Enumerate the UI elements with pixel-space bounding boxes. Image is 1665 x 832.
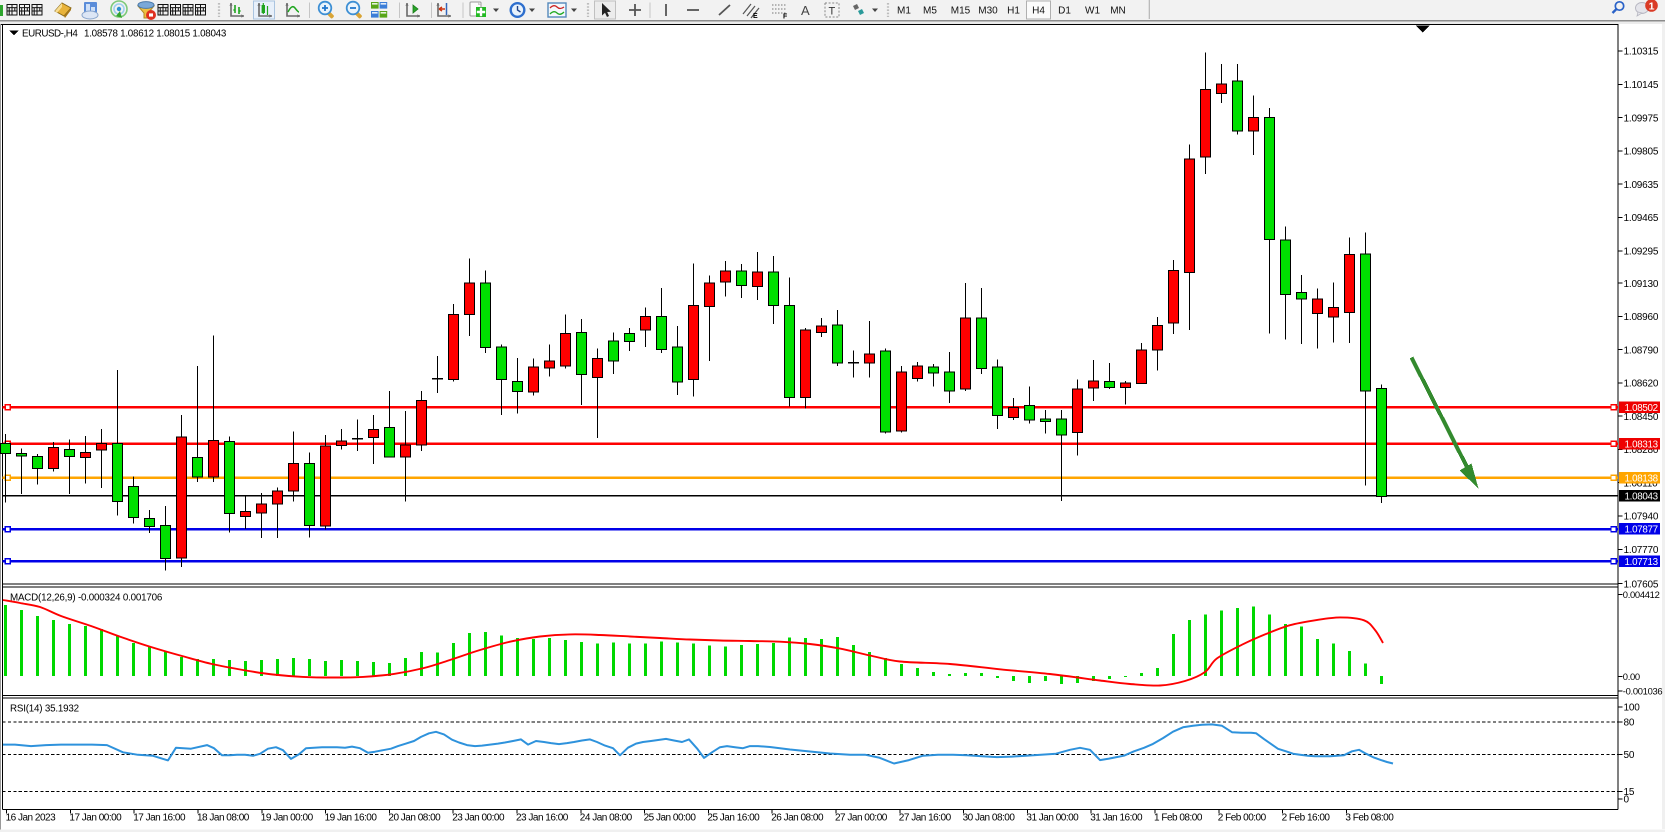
svg-text:1.09465: 1.09465	[1624, 213, 1659, 224]
svg-text:1.09295: 1.09295	[1624, 247, 1659, 258]
svg-text:D1: D1	[1058, 6, 1071, 17]
svg-text:19 Jan 00:00: 19 Jan 00:00	[261, 813, 314, 824]
svg-text:23 Jan 00:00: 23 Jan 00:00	[452, 813, 505, 824]
svg-text:RSI(14) 35.1932: RSI(14) 35.1932	[10, 704, 79, 715]
svg-text:0.004412: 0.004412	[1623, 589, 1660, 600]
svg-text:2 Feb 00:00: 2 Feb 00:00	[1218, 813, 1267, 824]
svg-text:1.08790: 1.08790	[1624, 345, 1659, 356]
svg-text:50: 50	[1624, 750, 1635, 761]
svg-text:1.08138: 1.08138	[1625, 473, 1659, 484]
svg-text:F: F	[783, 14, 788, 21]
svg-text:1.10315: 1.10315	[1624, 47, 1659, 58]
svg-text:31 Jan 00:00: 31 Jan 00:00	[1026, 813, 1079, 824]
svg-text:26 Jan 08:00: 26 Jan 08:00	[771, 813, 824, 824]
svg-text:20 Jan 08:00: 20 Jan 08:00	[388, 813, 441, 824]
svg-text:T: T	[829, 6, 836, 18]
svg-text:1.07770: 1.07770	[1624, 545, 1659, 556]
svg-text:0.00: 0.00	[1623, 671, 1640, 682]
svg-text:19 Jan 16:00: 19 Jan 16:00	[325, 813, 378, 824]
svg-text:0: 0	[1624, 795, 1630, 806]
svg-text:15: 15	[1624, 787, 1635, 798]
svg-text:1.09635: 1.09635	[1624, 180, 1659, 191]
svg-text:M1: M1	[897, 6, 911, 17]
svg-text:16 Jan 2023: 16 Jan 2023	[6, 813, 56, 824]
svg-text:1.08043: 1.08043	[1625, 492, 1659, 503]
svg-text:E: E	[753, 13, 758, 20]
svg-text:1: 1	[1649, 1, 1655, 13]
svg-text:1.08110: 1.08110	[1624, 478, 1659, 489]
svg-text:23 Jan 16:00: 23 Jan 16:00	[516, 813, 569, 824]
svg-text:M5: M5	[923, 6, 937, 17]
svg-text:1.09805: 1.09805	[1624, 147, 1659, 158]
svg-text:1.08502: 1.08502	[1625, 403, 1658, 414]
svg-text:1.07877: 1.07877	[1625, 525, 1658, 536]
svg-text:2 Feb 16:00: 2 Feb 16:00	[1282, 813, 1331, 824]
svg-text:1.08313: 1.08313	[1625, 439, 1659, 450]
svg-text:31 Jan 16:00: 31 Jan 16:00	[1090, 813, 1143, 824]
svg-text:1.07605: 1.07605	[1624, 579, 1659, 590]
svg-text:EURUSD-,H4: EURUSD-,H4	[22, 29, 78, 40]
svg-text:30 Jan 08:00: 30 Jan 08:00	[963, 813, 1016, 824]
svg-text:1.08620: 1.08620	[1624, 379, 1659, 390]
svg-text:1 Feb 08:00: 1 Feb 08:00	[1154, 813, 1203, 824]
svg-text:25 Jan 16:00: 25 Jan 16:00	[707, 813, 760, 824]
svg-text:27 Jan 16:00: 27 Jan 16:00	[899, 813, 952, 824]
svg-text:1.08578 1.08612 1.08015 1.0804: 1.08578 1.08612 1.08015 1.08043	[84, 29, 227, 40]
svg-text:1.07940: 1.07940	[1624, 512, 1659, 523]
svg-text:MACD(12,26,9) -0.000324 0.0017: MACD(12,26,9) -0.000324 0.001706	[10, 593, 163, 604]
svg-text:H1: H1	[1007, 6, 1020, 17]
svg-text:80: 80	[1624, 718, 1635, 729]
svg-text:M30: M30	[978, 6, 998, 17]
svg-text:100: 100	[1624, 703, 1641, 714]
svg-text:W1: W1	[1085, 6, 1100, 17]
svg-text:MN: MN	[1110, 6, 1126, 17]
svg-text:24 Jan 08:00: 24 Jan 08:00	[580, 813, 633, 824]
svg-text:A: A	[801, 3, 810, 18]
svg-text:H4: H4	[1032, 6, 1045, 17]
svg-text:1.10145: 1.10145	[1624, 80, 1659, 91]
svg-text:3 Feb 08:00: 3 Feb 08:00	[1345, 813, 1394, 824]
svg-text:1.09130: 1.09130	[1624, 279, 1659, 290]
svg-text:17 Jan 16:00: 17 Jan 16:00	[133, 813, 186, 824]
svg-text:-0.001036: -0.001036	[1623, 686, 1663, 697]
svg-text:1.08280: 1.08280	[1624, 445, 1659, 456]
svg-text:25 Jan 00:00: 25 Jan 00:00	[644, 813, 697, 824]
svg-text:1.08450: 1.08450	[1624, 412, 1659, 423]
svg-text:1.09975: 1.09975	[1624, 113, 1659, 124]
svg-text:1.08960: 1.08960	[1624, 312, 1659, 323]
svg-text:18 Jan 08:00: 18 Jan 08:00	[197, 813, 250, 824]
svg-text:1.07713: 1.07713	[1625, 557, 1659, 568]
svg-text:17 Jan 00:00: 17 Jan 00:00	[69, 813, 122, 824]
svg-text:M15: M15	[951, 6, 971, 17]
svg-text:27 Jan 00:00: 27 Jan 00:00	[835, 813, 888, 824]
